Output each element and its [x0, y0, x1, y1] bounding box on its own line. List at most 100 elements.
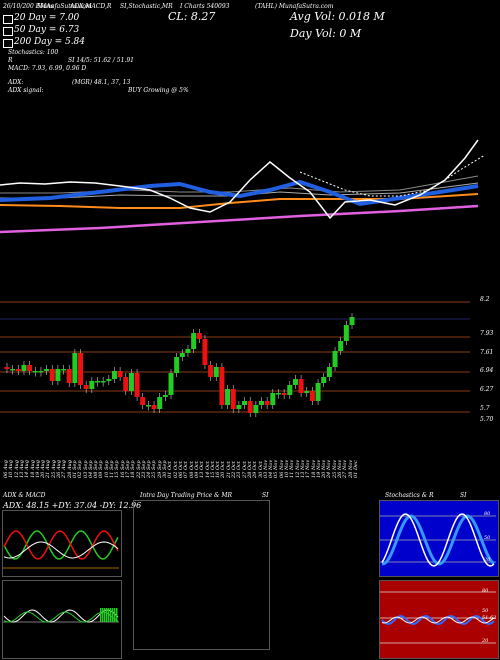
candle-down	[264, 401, 270, 405]
candle-up	[10, 369, 16, 371]
signal-line	[3, 611, 119, 623]
candle-up	[44, 369, 50, 371]
ema-20-line	[0, 179, 479, 207]
candle-down	[208, 365, 214, 377]
day-volume: Day Vol: 0 M	[290, 27, 362, 40]
ema-200-line	[0, 204, 479, 234]
stoch-tick: 80	[484, 511, 491, 517]
adx-values: (MGR) 48.1, 37, 13	[72, 79, 131, 86]
rsi-tick: 50	[482, 608, 489, 614]
close-price: CL: 8.27	[168, 10, 216, 23]
candle-up	[145, 405, 151, 407]
buy-signal: BUY Growing @ 5%	[128, 87, 189, 94]
stoch-tick: 50	[484, 535, 491, 541]
price-axis-label: 7.61	[480, 349, 494, 356]
candle-up	[236, 405, 242, 409]
price-grid	[0, 301, 470, 413]
dma-200: 200 Day = 5.84	[14, 37, 86, 47]
candle-down	[123, 377, 129, 391]
legend-swatch-20	[3, 15, 13, 24]
candles	[4, 313, 355, 417]
candle-up	[253, 405, 259, 413]
candle-up	[128, 373, 134, 391]
candle-up	[106, 379, 112, 381]
adx-label: ADX:	[8, 79, 24, 86]
candle-up	[111, 371, 117, 379]
candle-down	[78, 353, 84, 385]
price-axis-label: 5.70	[480, 416, 494, 423]
candle-down	[83, 385, 89, 389]
plus-di-line	[3, 530, 119, 560]
ema-dotted-line	[299, 154, 486, 197]
macd-values: MACD: 7.93, 6.99, 0.96 D	[8, 65, 87, 72]
rsi-tick: 51.62	[482, 615, 497, 621]
stoch-k-line	[381, 513, 495, 567]
adx-line	[3, 541, 119, 559]
candle-down	[151, 405, 157, 409]
candle-down	[15, 369, 21, 371]
dma-20: 20 Day = 7.00	[14, 13, 80, 23]
candle-down	[298, 379, 304, 393]
rsi-label: R	[8, 57, 13, 64]
macd-panel	[2, 580, 122, 659]
candle-down	[309, 391, 315, 401]
candle-down	[4, 367, 10, 369]
rsi-tick: 20	[482, 638, 489, 644]
candle-up	[61, 369, 67, 371]
header-tag-code: I Charts 540093	[180, 3, 230, 10]
adx-signal-label: ADX signal:	[8, 87, 44, 94]
legend-swatch-200	[3, 39, 13, 48]
candle-up	[162, 395, 168, 397]
minus-di-line	[3, 530, 119, 560]
candle-up	[259, 401, 265, 405]
header-tag-site: MunafaSutra.com	[37, 3, 92, 10]
candle-up	[191, 333, 197, 349]
avg-volume: Avg Vol: 0.018 M	[290, 10, 385, 23]
rsi-line-white	[381, 616, 495, 624]
macd-hist-bar	[102, 608, 104, 622]
stoch-title: Stochastics & R	[385, 492, 434, 499]
candle-up	[338, 341, 344, 351]
rsi-line-blue	[381, 614, 495, 626]
candle-up	[304, 391, 310, 393]
macd-hist-bar	[106, 608, 108, 622]
candle-up	[174, 357, 180, 373]
stochastics-value: Stochastics: 100	[8, 49, 59, 56]
candle-up	[326, 367, 332, 377]
candle-up	[332, 351, 338, 367]
candle-up	[179, 353, 185, 357]
rsi-panel	[379, 580, 499, 659]
candle-up	[94, 381, 100, 383]
candle-down	[66, 369, 72, 383]
candle-up	[185, 349, 191, 353]
macd-hist-bar	[116, 608, 118, 622]
header-tag-symbol: (TAHL) MunafaSutra.com	[255, 3, 334, 10]
candle-up	[213, 367, 219, 377]
rsi-tick: 80	[482, 588, 489, 594]
candle-down	[140, 397, 146, 405]
price-line	[0, 139, 479, 220]
macd-line	[3, 609, 119, 623]
candle-up	[157, 397, 163, 409]
macd-hist-bar	[112, 608, 114, 622]
candle-up	[100, 381, 106, 383]
candle-up	[168, 373, 174, 395]
macd-hist-bar	[104, 608, 106, 622]
adx-panel-title: ADX & MACD	[3, 492, 46, 499]
candle-up	[343, 325, 349, 341]
adx-panel	[2, 510, 122, 577]
header-tag-indicators: ADX,MACD,R	[70, 3, 112, 10]
intraday-panel	[133, 500, 270, 650]
candle-down	[219, 367, 225, 405]
stoch-si: SI	[460, 492, 467, 499]
candle-down	[134, 373, 140, 397]
candle-up	[89, 381, 95, 389]
candle-down	[196, 333, 202, 339]
candle-down	[117, 371, 123, 377]
candle-up	[315, 383, 321, 401]
macd-hist-bar	[108, 608, 110, 622]
candle-up	[38, 371, 44, 373]
candle-down	[247, 401, 253, 413]
price-axis-label: 8.2	[480, 296, 490, 303]
